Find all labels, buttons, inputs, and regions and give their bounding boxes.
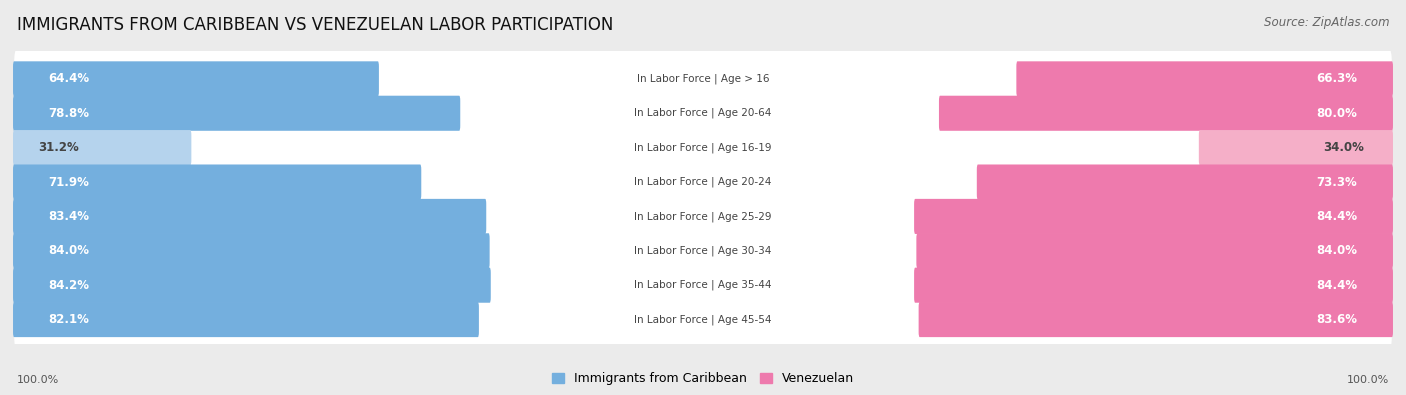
FancyBboxPatch shape (14, 255, 1392, 316)
FancyBboxPatch shape (13, 130, 191, 165)
Text: 82.1%: 82.1% (49, 313, 90, 326)
FancyBboxPatch shape (1199, 130, 1393, 165)
FancyBboxPatch shape (13, 96, 460, 131)
FancyBboxPatch shape (14, 151, 1392, 213)
FancyBboxPatch shape (703, 65, 1392, 93)
Text: 83.6%: 83.6% (1316, 313, 1357, 326)
FancyBboxPatch shape (703, 168, 1392, 196)
Text: 84.4%: 84.4% (1316, 210, 1357, 223)
Legend: Immigrants from Caribbean, Venezuelan: Immigrants from Caribbean, Venezuelan (547, 367, 859, 390)
Text: 84.0%: 84.0% (49, 244, 90, 257)
Text: In Labor Force | Age 20-24: In Labor Force | Age 20-24 (634, 177, 772, 187)
FancyBboxPatch shape (14, 48, 1392, 109)
Text: In Labor Force | Age 45-54: In Labor Force | Age 45-54 (634, 314, 772, 325)
FancyBboxPatch shape (703, 305, 1392, 334)
Text: In Labor Force | Age 25-29: In Labor Force | Age 25-29 (634, 211, 772, 222)
Text: 84.4%: 84.4% (1316, 279, 1357, 292)
FancyBboxPatch shape (13, 61, 378, 96)
FancyBboxPatch shape (703, 99, 1392, 127)
FancyBboxPatch shape (918, 302, 1393, 337)
Text: 78.8%: 78.8% (49, 107, 90, 120)
FancyBboxPatch shape (14, 271, 703, 299)
FancyBboxPatch shape (14, 83, 1392, 144)
FancyBboxPatch shape (703, 134, 1392, 162)
Text: 100.0%: 100.0% (1347, 375, 1389, 385)
FancyBboxPatch shape (1017, 61, 1393, 96)
FancyBboxPatch shape (14, 186, 1392, 247)
FancyBboxPatch shape (703, 271, 1392, 299)
Text: 66.3%: 66.3% (1316, 72, 1357, 85)
FancyBboxPatch shape (14, 289, 1392, 350)
FancyBboxPatch shape (13, 199, 486, 234)
Text: In Labor Force | Age 35-44: In Labor Force | Age 35-44 (634, 280, 772, 290)
FancyBboxPatch shape (13, 302, 479, 337)
Text: IMMIGRANTS FROM CARIBBEAN VS VENEZUELAN LABOR PARTICIPATION: IMMIGRANTS FROM CARIBBEAN VS VENEZUELAN … (17, 16, 613, 34)
FancyBboxPatch shape (14, 168, 703, 196)
FancyBboxPatch shape (14, 117, 1392, 178)
FancyBboxPatch shape (13, 164, 422, 199)
FancyBboxPatch shape (917, 233, 1393, 268)
Text: 64.4%: 64.4% (49, 72, 90, 85)
FancyBboxPatch shape (14, 305, 703, 334)
FancyBboxPatch shape (13, 268, 491, 303)
Text: Source: ZipAtlas.com: Source: ZipAtlas.com (1264, 16, 1389, 29)
FancyBboxPatch shape (977, 164, 1393, 199)
FancyBboxPatch shape (13, 233, 489, 268)
Text: In Labor Force | Age 16-19: In Labor Force | Age 16-19 (634, 142, 772, 153)
Text: 31.2%: 31.2% (38, 141, 79, 154)
FancyBboxPatch shape (14, 237, 703, 265)
FancyBboxPatch shape (703, 202, 1392, 231)
Text: 83.4%: 83.4% (49, 210, 90, 223)
FancyBboxPatch shape (939, 96, 1393, 131)
FancyBboxPatch shape (703, 237, 1392, 265)
FancyBboxPatch shape (14, 220, 1392, 281)
Text: In Labor Force | Age > 16: In Labor Force | Age > 16 (637, 73, 769, 84)
Text: 73.3%: 73.3% (1316, 175, 1357, 188)
FancyBboxPatch shape (14, 65, 703, 93)
FancyBboxPatch shape (14, 202, 703, 231)
Text: In Labor Force | Age 30-34: In Labor Force | Age 30-34 (634, 246, 772, 256)
Text: 34.0%: 34.0% (1323, 141, 1364, 154)
FancyBboxPatch shape (914, 268, 1393, 303)
Text: 80.0%: 80.0% (1316, 107, 1357, 120)
Text: In Labor Force | Age 20-64: In Labor Force | Age 20-64 (634, 108, 772, 118)
FancyBboxPatch shape (914, 199, 1393, 234)
Text: 84.2%: 84.2% (49, 279, 90, 292)
Text: 100.0%: 100.0% (17, 375, 59, 385)
FancyBboxPatch shape (14, 99, 703, 127)
Text: 84.0%: 84.0% (1316, 244, 1357, 257)
FancyBboxPatch shape (14, 134, 703, 162)
Text: 71.9%: 71.9% (49, 175, 90, 188)
